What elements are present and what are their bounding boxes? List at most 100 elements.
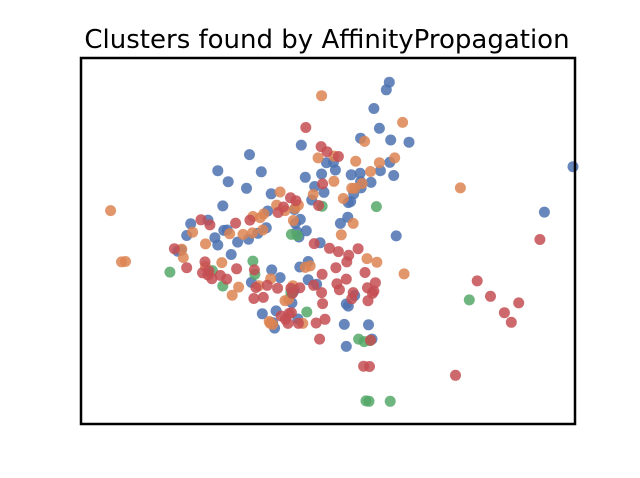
scatter-point-orange-27 <box>224 228 236 240</box>
scatter-point-blue-11 <box>345 169 357 181</box>
scatter-point-blue-29 <box>241 182 252 194</box>
scatter-point-orange-38 <box>233 281 245 293</box>
scatter-point-red-58 <box>292 317 304 329</box>
scatter-point-orange-45 <box>279 295 291 307</box>
scatter-point-orange-53 <box>398 268 410 280</box>
scatter-point-blue-31 <box>217 200 229 212</box>
scatter-point-blue-30 <box>222 176 234 188</box>
scatter-point-blue-44 <box>209 232 221 244</box>
scatter-point-blue-16 <box>388 170 400 181</box>
scatter-point-blue-50 <box>300 225 312 237</box>
scatter-point-blue-15 <box>374 165 386 177</box>
chart-title: Clusters found by AffinityPropagation <box>84 25 569 55</box>
scatter-point-orange-54 <box>454 182 466 194</box>
scatter-point-orange-0 <box>316 90 328 102</box>
scatter-point-blue-13 <box>316 168 328 180</box>
scatter-point-blue-18 <box>354 167 366 179</box>
scatter-point-green-17 <box>384 395 396 407</box>
scatter-point-blue-78 <box>538 206 550 218</box>
scatter-point-orange-37 <box>226 289 238 301</box>
scatter-point-orange-50 <box>347 217 359 229</box>
scatter-point-blue-4 <box>385 134 397 146</box>
scatter-point-red-31 <box>308 279 320 291</box>
scatter-point-red-25 <box>261 279 273 291</box>
data-points <box>105 76 579 407</box>
scatter-point-blue-17 <box>299 171 311 183</box>
scatter-point-red-28 <box>257 291 269 303</box>
scatter-point-red-23 <box>221 273 233 285</box>
scatter-point-orange-24 <box>246 227 258 239</box>
scatter-point-red-61 <box>314 333 326 345</box>
scatter-point-blue-77 <box>390 230 402 242</box>
scatter-point-red-43 <box>359 267 371 278</box>
scatter-point-orange-5 <box>365 166 376 177</box>
scatter-point-blue-1 <box>380 84 392 96</box>
scatter-point-red-9 <box>272 207 284 218</box>
scatter-point-red-3 <box>332 151 344 162</box>
scatter-point-red-27 <box>248 293 260 304</box>
scatter-point-red-22 <box>231 263 243 275</box>
scatter-point-red-12 <box>204 219 216 231</box>
scatter-point-red-65 <box>450 369 461 381</box>
scatter-point-red-4 <box>317 178 329 190</box>
scatter-point-red-38 <box>343 249 355 261</box>
scatter-point-red-68 <box>498 307 510 319</box>
scatter-point-blue-3 <box>373 122 385 134</box>
scatter-point-red-13 <box>195 214 207 226</box>
scatter-point-red-15 <box>181 262 193 274</box>
scatter-point-green-16 <box>363 395 375 407</box>
scatter-point-green-0 <box>370 201 382 213</box>
scatter-point-orange-33 <box>177 252 189 263</box>
scatter-point-green-14 <box>463 294 475 306</box>
scatter-point-red-67 <box>485 290 496 302</box>
scatter-point-blue-2 <box>368 103 380 114</box>
scatter-point-orange-30 <box>105 205 117 217</box>
scatter-point-red-69 <box>513 297 525 309</box>
scatter-point-red-0 <box>300 122 312 133</box>
scatter-point-red-26 <box>250 282 262 293</box>
scatter-point-red-42 <box>352 243 364 255</box>
scatter-point-blue-9 <box>255 166 267 178</box>
scatter-point-orange-25 <box>237 228 249 240</box>
scatter-point-red-5 <box>313 200 325 211</box>
scatter-point-red-40 <box>324 242 335 254</box>
scatter-point-orange-32 <box>120 256 131 267</box>
scatter-point-blue-73 <box>338 318 350 330</box>
scatter-point-red-50 <box>294 282 306 294</box>
scatter-point-red-72 <box>369 277 381 289</box>
scatter-point-red-16 <box>199 256 211 268</box>
scatter-point-blue-45 <box>185 218 197 230</box>
scatter-point-red-45 <box>346 293 358 305</box>
scatter-point-orange-15 <box>274 186 286 198</box>
scatter-point-red-2 <box>321 146 333 158</box>
scatter-point-orange-14 <box>307 189 319 200</box>
scatter-point-red-64 <box>364 361 375 372</box>
scatter-point-blue-52 <box>334 217 346 229</box>
scatter-point-orange-6 <box>350 155 362 167</box>
scatter-point-green-4 <box>247 255 259 267</box>
scatter-point-blue-22 <box>318 186 330 198</box>
scatter-point-blue-79 <box>567 161 579 173</box>
scatter-point-blue-19 <box>365 176 377 188</box>
scatter-point-red-11 <box>244 214 256 226</box>
scatter-point-green-3 <box>285 228 297 240</box>
scatter-point-orange-36 <box>216 257 228 269</box>
scatter-point-orange-19 <box>287 215 299 226</box>
scatter-point-red-10 <box>230 217 242 229</box>
scatter-point-orange-51 <box>361 253 373 265</box>
scatter-point-blue-57 <box>225 249 237 260</box>
scatter-point-red-14 <box>168 243 180 255</box>
scatter-point-red-35 <box>316 268 328 280</box>
scatter-point-orange-3 <box>389 152 401 164</box>
scatter-point-orange-9 <box>328 175 340 187</box>
scatter-point-red-57 <box>282 317 294 329</box>
scatter-point-blue-76 <box>340 340 352 352</box>
scatter-point-orange-49 <box>335 229 347 241</box>
scatter-point-red-39 <box>332 246 344 258</box>
scatter-point-blue-39 <box>232 236 244 248</box>
scatter-point-blue-80 <box>403 136 415 148</box>
scatter-point-red-29 <box>272 282 284 294</box>
scatter-point-red-34 <box>333 284 345 296</box>
scatter-point-blue-6 <box>295 139 307 151</box>
